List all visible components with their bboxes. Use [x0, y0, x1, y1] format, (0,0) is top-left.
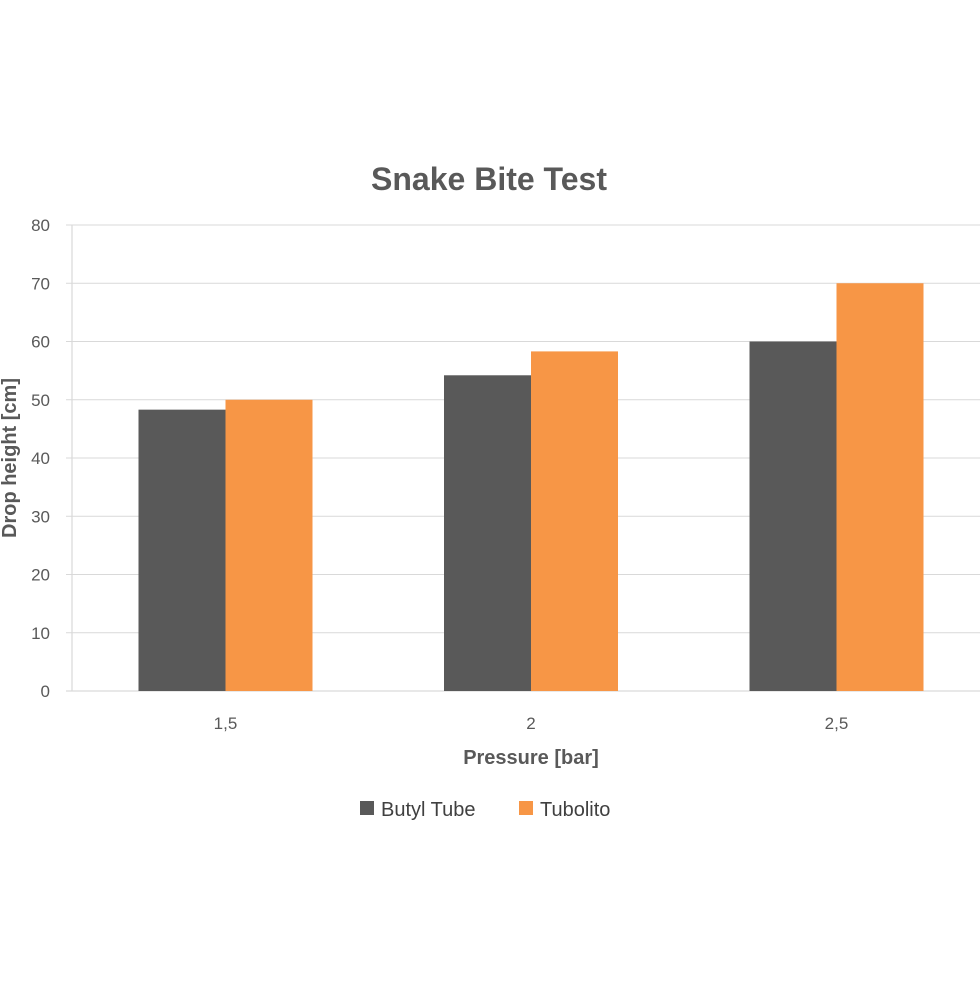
x-tick-label: 1,5 [214, 714, 238, 733]
legend-label: Tubolito [540, 799, 610, 821]
y-tick-label: 60 [31, 333, 50, 352]
chart-title: Snake Bite Test [371, 161, 607, 197]
bar-tubolito-2 [836, 283, 924, 691]
bar-butyl-tube-2 [749, 341, 837, 691]
y-tick-label: 10 [31, 624, 50, 643]
y-axis-ticks: 0 10 20 30 40 50 60 70 80 [31, 216, 50, 701]
x-tick-label: 2 [526, 714, 535, 733]
bar-tubolito-0 [225, 399, 313, 691]
bar-butyl-tube-0 [138, 409, 226, 691]
legend-swatch [360, 801, 374, 815]
y-tick-label: 80 [31, 216, 50, 235]
y-tick-label: 30 [31, 507, 50, 526]
x-axis-ticks: 1,5 2 2,5 [214, 714, 849, 733]
y-tick-label: 40 [31, 449, 50, 468]
legend: Butyl Tube Tubolito [360, 799, 610, 821]
bar-butyl-tube-1 [444, 375, 531, 691]
bars [138, 283, 924, 691]
y-tick-label: 20 [31, 566, 50, 585]
x-axis-title: Pressure [bar] [463, 747, 599, 769]
y-tick-label: 0 [41, 682, 50, 701]
y-tick-label: 50 [31, 391, 50, 410]
y-axis-title: Drop height [cm] [0, 378, 21, 538]
y-tick-label: 70 [31, 274, 50, 293]
legend-label: Butyl Tube [381, 799, 476, 821]
x-tick-label: 2,5 [825, 714, 849, 733]
bar-tubolito-1 [531, 351, 618, 691]
legend-swatch [519, 801, 533, 815]
